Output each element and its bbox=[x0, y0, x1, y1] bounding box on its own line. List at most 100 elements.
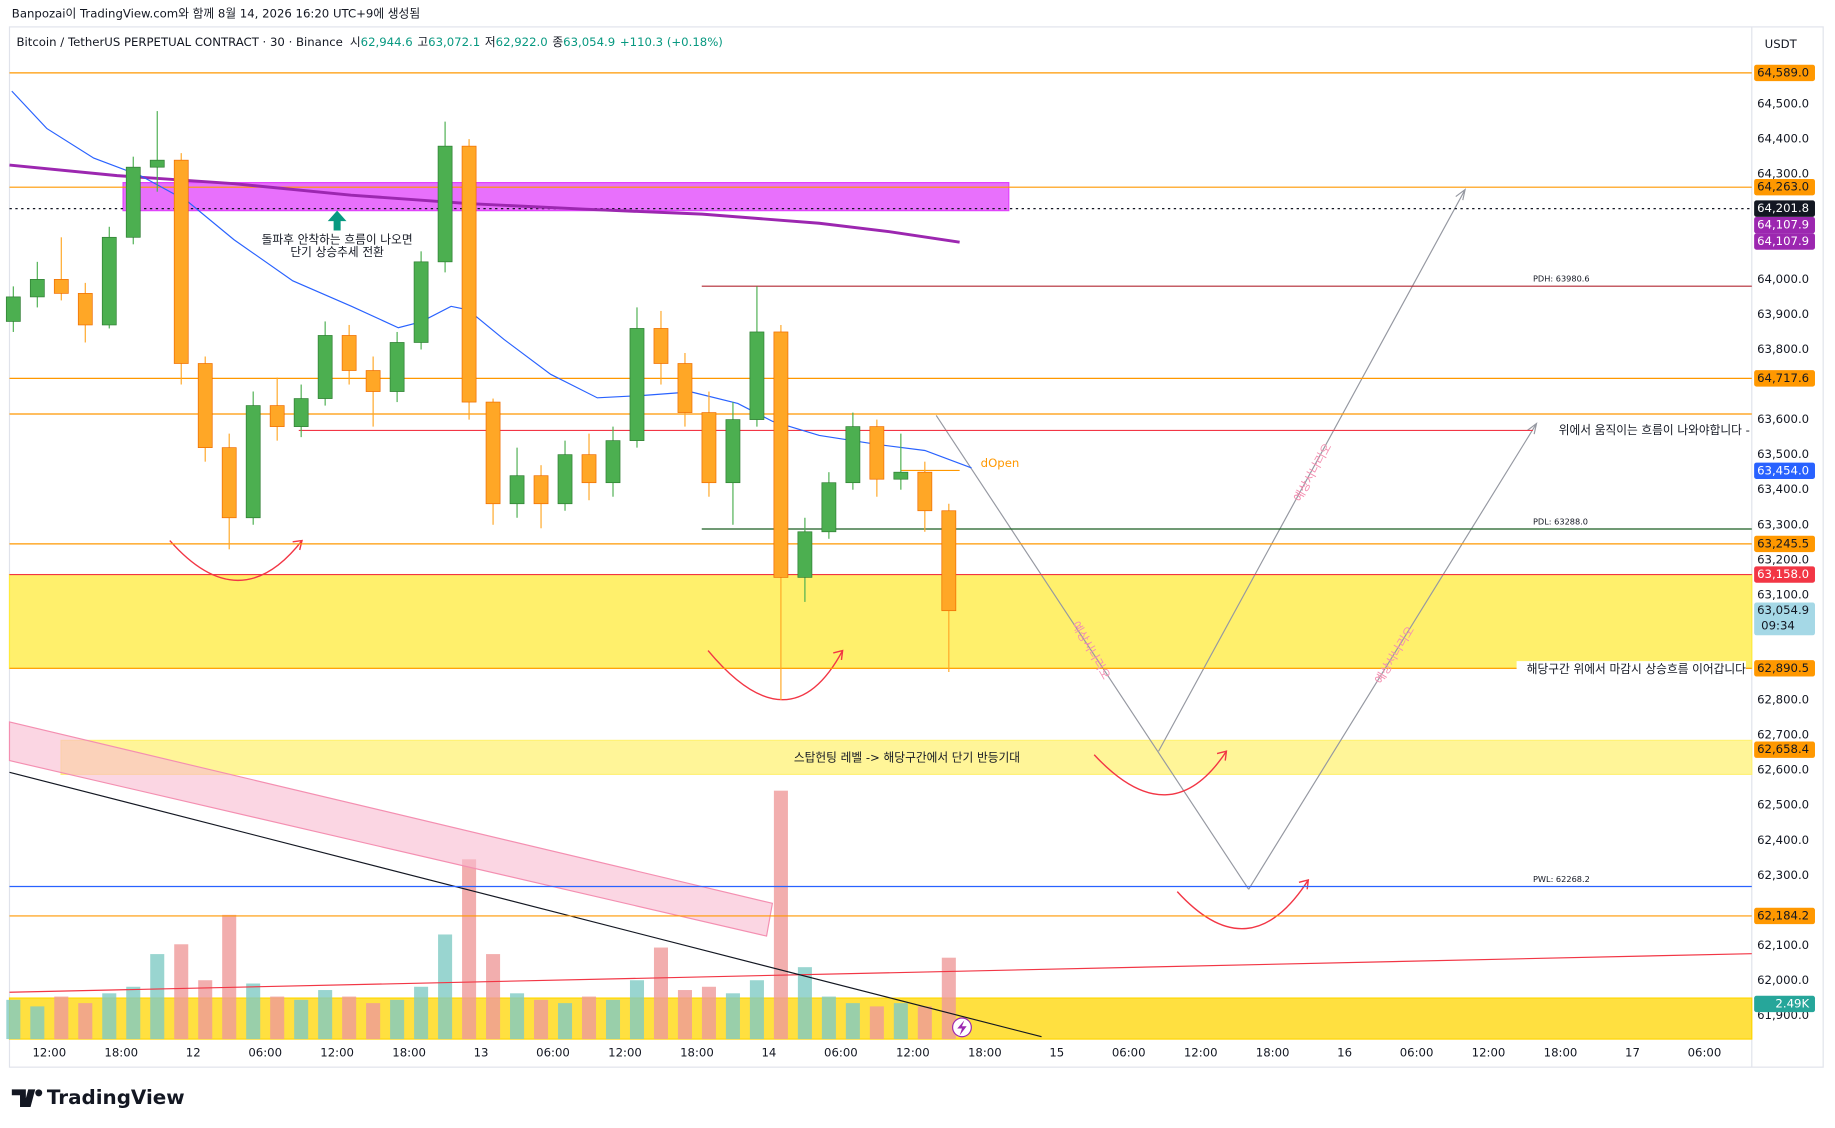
x-tick-label: 18:00 bbox=[104, 1046, 138, 1060]
countdown: 09:34 bbox=[1761, 618, 1795, 632]
volume-bar bbox=[414, 986, 429, 1040]
x-tick-label: 17 bbox=[1625, 1046, 1640, 1060]
volume-bar bbox=[366, 1003, 381, 1040]
x-tick-label: 15 bbox=[1049, 1046, 1064, 1060]
y-tick-label: 63,800.0 bbox=[1757, 342, 1809, 356]
price-label: 64,717.6 bbox=[1757, 371, 1809, 385]
candle-body bbox=[821, 482, 837, 533]
level-text: dOpen bbox=[981, 456, 1020, 470]
price-label: 64,589.0 bbox=[1757, 65, 1809, 79]
candle-body bbox=[581, 454, 597, 484]
volume-bar bbox=[558, 1003, 573, 1040]
x-tick-label: 13 bbox=[474, 1046, 489, 1060]
logo: TradingView bbox=[11, 1086, 185, 1109]
volume-bar bbox=[438, 934, 453, 1040]
price-label-bg bbox=[1754, 660, 1815, 677]
volume-bar bbox=[773, 790, 788, 1040]
candle-body bbox=[53, 279, 69, 294]
y-tick-label: 62,300.0 bbox=[1757, 868, 1809, 882]
price-label: 64,201.8 bbox=[1757, 201, 1809, 215]
candle-body bbox=[245, 405, 261, 519]
ohlc-value: 63,054.9 bbox=[563, 35, 615, 49]
volume-bar bbox=[102, 993, 117, 1040]
candle-body bbox=[893, 471, 909, 480]
volume-bar bbox=[845, 1003, 860, 1040]
y-tick-label: 63,600.0 bbox=[1757, 412, 1809, 426]
candle-body bbox=[653, 328, 669, 364]
price-label-bg bbox=[1754, 907, 1815, 925]
y-tick-label: 63,400.0 bbox=[1757, 482, 1809, 496]
volume-bar bbox=[6, 999, 21, 1040]
candle-body bbox=[221, 447, 237, 519]
candle-body bbox=[389, 342, 405, 392]
price-label-bg bbox=[1754, 200, 1815, 217]
volume-bar bbox=[797, 967, 812, 1040]
price-label-bg bbox=[1754, 741, 1815, 758]
symbol-line: Bitcoin / TetherUS PERPETUAL CONTRACT · … bbox=[17, 35, 723, 49]
up-arrow bbox=[327, 210, 347, 231]
volume-bar bbox=[677, 990, 692, 1040]
volume-bar bbox=[941, 957, 956, 1040]
volume-bar bbox=[294, 999, 309, 1040]
price-label-bg bbox=[1754, 602, 1815, 636]
volume-bar bbox=[174, 944, 189, 1040]
logo-text: TradingView bbox=[47, 1086, 185, 1109]
price-label: 63,245.5 bbox=[1757, 536, 1809, 550]
candle-body bbox=[149, 159, 165, 168]
candle-body bbox=[509, 475, 525, 505]
volume-bar bbox=[54, 996, 69, 1040]
candle-body bbox=[125, 166, 141, 238]
y-tick-label: 64,400.0 bbox=[1757, 132, 1809, 146]
volume-bar bbox=[150, 954, 165, 1040]
arcs bbox=[169, 539, 1310, 930]
x-tick-label: 18:00 bbox=[1256, 1046, 1290, 1060]
volume-bar bbox=[653, 947, 668, 1040]
note: 위에서 움직이는 흐름이 나와야합니다 - bbox=[1559, 423, 1750, 437]
alert-bolt bbox=[957, 1020, 967, 1036]
candle-body bbox=[917, 471, 933, 512]
x-tick-label: 06:00 bbox=[1112, 1046, 1146, 1060]
candle-body bbox=[941, 510, 957, 612]
price-label-bg bbox=[1754, 462, 1815, 479]
y-tick-label: 62,400.0 bbox=[1757, 833, 1809, 847]
candle-body bbox=[461, 145, 477, 403]
candle-body bbox=[197, 363, 213, 448]
note: 해당구간 위에서 마감시 상승흐름 이어갑니다 bbox=[1527, 662, 1746, 676]
candle-body bbox=[605, 440, 621, 484]
price-label-bg bbox=[1754, 233, 1815, 250]
x-tick-label: 18:00 bbox=[392, 1046, 426, 1060]
volume-bar bbox=[605, 999, 621, 1040]
price-label: 62,658.4 bbox=[1757, 742, 1809, 756]
credit: Banpozai이 TradingView.com와 함께 8월 14, 202… bbox=[12, 7, 420, 21]
note: 돌파후 안착하는 흐름이 나오면 bbox=[262, 232, 413, 246]
volume-bar bbox=[30, 1006, 45, 1040]
price-label: 64,107.9 bbox=[1757, 218, 1809, 232]
volume-bar bbox=[222, 914, 237, 1040]
x-tick-label: 18:00 bbox=[1544, 1046, 1578, 1060]
ohlc-value: 63,072.1 bbox=[428, 35, 480, 49]
x-tick-label: 12:00 bbox=[1184, 1046, 1218, 1060]
note: 스탑헌팅 레벨 -> 해당구간에서 단기 반등기대 bbox=[794, 751, 1020, 765]
candle-body bbox=[29, 279, 45, 298]
candle-body bbox=[413, 261, 429, 343]
x-tick-label: 18:00 bbox=[968, 1046, 1002, 1060]
volume-label: 2.49K bbox=[1775, 996, 1809, 1010]
volume-bar bbox=[725, 993, 740, 1040]
candles bbox=[5, 111, 957, 701]
price-label-bg bbox=[1754, 370, 1815, 387]
y-tick-label: 62,000.0 bbox=[1757, 973, 1809, 987]
channel bbox=[8, 721, 774, 937]
volume-bar bbox=[78, 1003, 93, 1040]
levels: PDH: 63980.6 dOpen PDL: 63288.0 PWL: 62268.… bbox=[9, 72, 1752, 917]
x-tick-label: 06:00 bbox=[536, 1046, 570, 1060]
ohlc-value: 62,922.0 bbox=[496, 35, 548, 49]
price-label: 63,454.0 bbox=[1757, 463, 1809, 477]
volume-bar bbox=[821, 996, 836, 1040]
candle-body bbox=[77, 293, 93, 326]
volume-bar bbox=[749, 980, 764, 1040]
zone bbox=[60, 739, 1753, 775]
y-tick-label: 62,800.0 bbox=[1757, 693, 1809, 707]
ohlc-key: 저 bbox=[485, 35, 496, 49]
